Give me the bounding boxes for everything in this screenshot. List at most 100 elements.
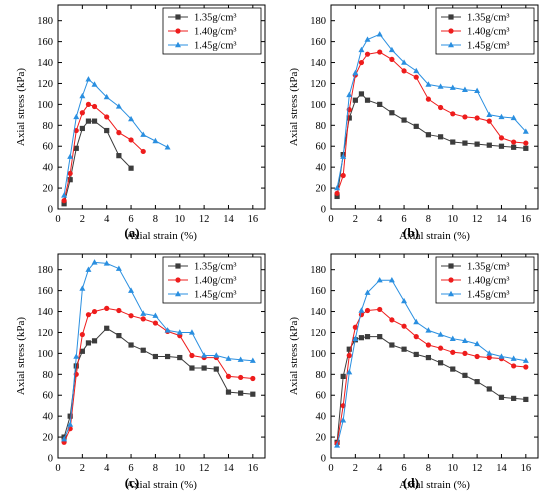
data-point — [140, 316, 146, 322]
x-tick-label: 0 — [328, 214, 333, 225]
data-point — [364, 36, 371, 42]
x-tick-label: 6 — [128, 214, 133, 225]
data-point — [358, 307, 365, 313]
data-point — [85, 312, 92, 318]
y-tick-label: 60 — [316, 142, 327, 153]
legend-entry: 1.45g/cm³ — [467, 290, 510, 301]
data-point — [334, 184, 341, 191]
data-point — [461, 86, 468, 92]
data-point — [486, 350, 493, 356]
data-point — [364, 307, 371, 314]
x-tick-label: 4 — [377, 214, 383, 225]
data-point — [250, 391, 256, 397]
y-tick-label: 140 — [310, 58, 326, 69]
y-tick-label: 80 — [316, 370, 327, 381]
data-point — [522, 357, 529, 363]
legend-entry: 1.40g/cm³ — [467, 27, 510, 38]
data-point — [237, 356, 244, 362]
data-point — [364, 334, 371, 340]
data-point — [177, 354, 183, 361]
data-point — [346, 346, 352, 352]
plot-frame — [330, 4, 539, 210]
data-point — [225, 373, 232, 379]
data-point — [61, 435, 68, 442]
y-tick-label: 160 — [310, 286, 326, 297]
legend-swatch-marker — [448, 277, 454, 283]
series-2 — [334, 306, 529, 446]
x-tick-label: 14 — [496, 463, 507, 474]
x-tick-label: 2 — [353, 463, 358, 474]
y-tick-label: 140 — [37, 58, 53, 69]
chart-panel-4: 0 2 4 6 8 10 12 14 16020406080100120140160180Axi… — [288, 253, 539, 491]
data-point — [462, 114, 468, 120]
data-point — [140, 148, 146, 155]
series-3 — [61, 259, 256, 442]
series-line — [336, 93, 526, 197]
legend-entry: 1.40g/cm³ — [467, 276, 510, 287]
data-point — [213, 352, 220, 358]
legend-entry: 1.40g/cm³ — [194, 276, 237, 287]
legend-swatch-marker — [175, 28, 181, 34]
data-point — [79, 110, 85, 116]
y-tick-label: 60 — [43, 391, 54, 402]
data-point — [377, 101, 383, 107]
x-tick-label: 12 — [472, 214, 483, 225]
series-line — [63, 327, 253, 438]
data-point — [425, 81, 432, 87]
y-tick-label: 120 — [310, 328, 326, 339]
data-point — [128, 137, 134, 143]
data-point — [128, 342, 134, 348]
y-tick-label: 160 — [37, 286, 53, 297]
data-point — [140, 310, 147, 316]
data-point — [85, 101, 92, 107]
data-point — [425, 132, 432, 138]
data-point — [388, 46, 395, 53]
data-point — [358, 91, 365, 97]
data-point — [188, 329, 195, 335]
y-tick-label: 100 — [310, 349, 326, 360]
legend-swatch-marker — [448, 263, 454, 269]
data-point — [486, 354, 492, 361]
data-point — [401, 323, 407, 329]
x-tick-label: 14 — [223, 214, 234, 225]
data-point — [91, 103, 98, 110]
data-point — [128, 115, 135, 122]
data-point — [152, 320, 159, 326]
x-tick-label: 8 — [426, 214, 431, 225]
y-tick-label: 180 — [37, 265, 53, 276]
x-tick-label: 16 — [521, 214, 532, 225]
data-point — [73, 127, 79, 134]
data-point — [358, 46, 365, 53]
y-tick-label: 180 — [310, 265, 326, 276]
data-point — [85, 340, 92, 346]
data-point — [346, 352, 352, 359]
x-tick-label: 14 — [496, 214, 507, 225]
data-point — [401, 59, 408, 65]
data-point — [523, 396, 529, 403]
x-tick-label: 0 — [55, 214, 60, 225]
data-point — [164, 144, 171, 150]
data-point — [364, 289, 371, 295]
data-point — [67, 177, 73, 183]
data-point — [116, 333, 122, 339]
x-tick-label: 12 — [199, 463, 210, 474]
series-line — [336, 51, 526, 194]
legend-swatch-marker — [175, 263, 181, 269]
x-tick-label: 6 — [401, 463, 406, 474]
x-tick-label: 0 — [55, 463, 60, 474]
y-axis-label: Axial stress (kPa) — [15, 317, 27, 396]
data-point — [388, 276, 395, 283]
x-axis-label: Axial strain (%) — [126, 479, 197, 491]
data-point — [115, 103, 122, 109]
data-point — [91, 259, 98, 265]
data-point — [462, 372, 468, 378]
data-point — [340, 417, 347, 423]
data-point — [91, 81, 98, 87]
y-tick-label: 0 — [48, 205, 53, 216]
y-tick-label: 100 — [37, 349, 53, 360]
x-tick-label: 10 — [175, 463, 186, 474]
series-2 — [61, 305, 256, 445]
x-tick-label: 16 — [248, 214, 259, 225]
x-tick-label: 2 — [80, 214, 85, 225]
data-point — [225, 355, 232, 361]
